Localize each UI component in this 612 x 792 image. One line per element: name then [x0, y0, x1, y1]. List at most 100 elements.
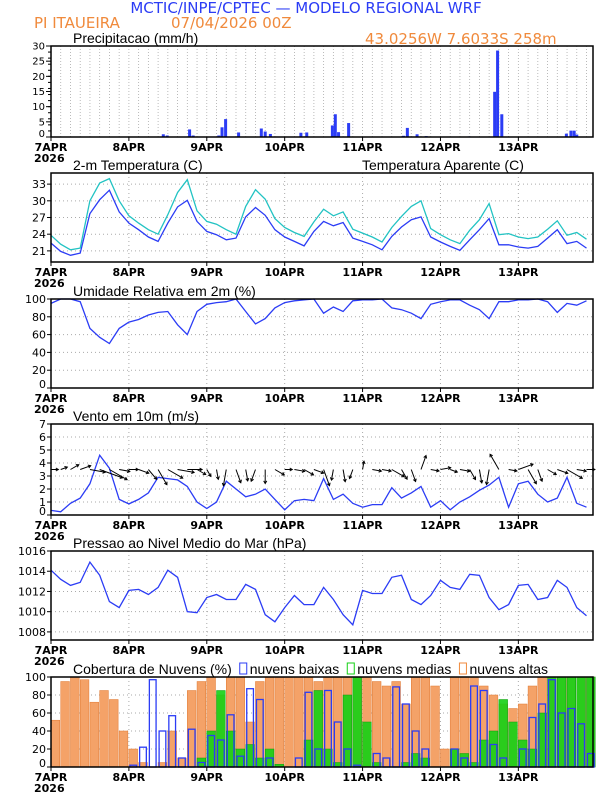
y-tick-label: 27 — [32, 212, 46, 225]
wind-arrow — [478, 469, 483, 483]
plot-frame — [50, 423, 594, 516]
y-tick-label: 30 — [32, 42, 45, 53]
precip-bar — [330, 125, 334, 137]
wind-arrowhead — [454, 469, 459, 474]
mid-cloud-bar — [362, 721, 372, 768]
wind-arrowhead — [472, 476, 476, 481]
run-label: 07/04/2026 00Z — [171, 14, 292, 32]
x-tick-label: 9APR — [190, 771, 223, 784]
wind-arrowhead — [326, 482, 331, 487]
wind-arrowhead — [87, 464, 92, 469]
wind-arrowhead — [329, 477, 334, 482]
series-line-0 — [50, 453, 587, 513]
high-cloud-bar — [70, 676, 80, 768]
wind-arrowhead — [447, 466, 452, 471]
wind-arrow — [489, 454, 500, 470]
y-tick-label: 80 — [32, 311, 46, 324]
x-tick-label: 10APR — [264, 141, 305, 154]
y-tick-label: 0 — [39, 378, 46, 391]
coords-label: 43.0256W 7.6033S 258m — [365, 30, 557, 48]
wind-arrow — [313, 469, 324, 474]
x-tick-label: 7APR — [35, 771, 68, 784]
series-line-0 — [50, 298, 587, 345]
wind-arrowhead — [245, 477, 250, 482]
y-tick-label: 1014 — [18, 565, 46, 578]
x-tick-label: 10APR — [264, 266, 305, 279]
wind-arrow — [518, 463, 534, 470]
mid-cloud-bar — [508, 721, 518, 768]
wind-arrowhead — [145, 470, 150, 475]
plot-frame — [50, 676, 594, 768]
wind-arrowhead — [135, 467, 140, 472]
x-tick-label: 7APR — [35, 644, 68, 657]
precip-bar — [569, 130, 573, 137]
x-tick-label: 12APR — [420, 266, 461, 279]
wind-arrow — [274, 469, 285, 476]
wind-arrow — [450, 469, 458, 473]
x-year-label: 2026 — [34, 277, 65, 290]
x-year-label: 2026 — [34, 782, 65, 792]
high-cloud-bar — [196, 681, 207, 768]
precip-bar — [493, 91, 497, 137]
wind-arrow — [109, 469, 128, 481]
y-tick-label: 0 — [39, 505, 46, 518]
wind-arrow — [119, 469, 130, 472]
legend-high-swatch — [458, 662, 467, 675]
y-tick-label: 20 — [32, 72, 45, 83]
wind-arrow — [469, 469, 476, 480]
x-tick-label: 8APR — [113, 771, 146, 784]
precip-bar — [161, 134, 165, 137]
y-tick-label: 1010 — [18, 606, 46, 619]
wind-arrowhead — [207, 473, 212, 478]
precip-bar — [237, 132, 241, 137]
x-year-label: 2026 — [34, 530, 65, 543]
panel-2: 020 40 60 80 100 7APR 8APR 9APR 10APR 11APR 12APR 1… — [25, 293, 594, 416]
wind-arrow — [206, 469, 212, 477]
wind-arrow — [99, 469, 123, 479]
x-tick-label: 10APR — [264, 771, 305, 784]
y-tick-label: 1008 — [18, 626, 46, 639]
y-tick-label: 1016 — [18, 545, 46, 558]
x-tick-label: 11APR — [342, 771, 383, 784]
x-tick-label: 12APR — [420, 392, 461, 405]
x-year-label: 2026 — [34, 152, 65, 165]
x-tick-label: 12APR — [420, 644, 461, 657]
high-cloud-bar — [440, 748, 450, 768]
wind-arrow — [420, 455, 427, 470]
rh-title: Umidade Relativa em 2m (%) — [73, 283, 256, 299]
high-cloud-bar — [274, 676, 284, 768]
wind-arrowhead — [404, 476, 408, 481]
wind-arrowhead — [281, 472, 286, 476]
x-tick-label: 13APR — [498, 141, 539, 154]
wind-arrow — [410, 469, 417, 482]
wind-arrow — [196, 469, 206, 475]
plot-frame — [50, 45, 594, 138]
main-title: MCTIC/INPE/CPTEC — MODELO REGIONAL WRF — [130, 0, 481, 17]
wind-arrowhead — [55, 467, 60, 472]
x-tick-label: 12APR — [420, 141, 461, 154]
x-tick-label: 13APR — [498, 392, 539, 405]
high-cloud-bar — [109, 699, 119, 768]
wind-arrow — [557, 469, 568, 474]
y-tick-label: 0 — [39, 757, 46, 770]
temp-title: 2-m Temperatura (C) — [73, 157, 203, 173]
precip-bar — [268, 133, 272, 137]
wind-arrowhead — [401, 473, 406, 478]
precip-bar — [564, 133, 568, 137]
high-cloud-bar — [99, 690, 109, 768]
x-tick-label: 7APR — [35, 392, 68, 405]
y-tick-label: 0 — [39, 129, 45, 140]
y-tick-label: 6 — [39, 431, 46, 444]
wind-arrowhead — [289, 467, 294, 472]
wind-arrow — [147, 469, 157, 480]
wind-arrow — [138, 469, 149, 474]
wind-arrowhead — [320, 470, 325, 475]
wind-arrow — [486, 469, 490, 485]
precip-bar — [165, 135, 169, 137]
x-tick-label: 8APR — [113, 519, 146, 532]
x-year-label: 2026 — [34, 403, 65, 416]
series-line-1 — [50, 177, 587, 251]
legend-high-label: nuvens altas — [469, 661, 548, 677]
